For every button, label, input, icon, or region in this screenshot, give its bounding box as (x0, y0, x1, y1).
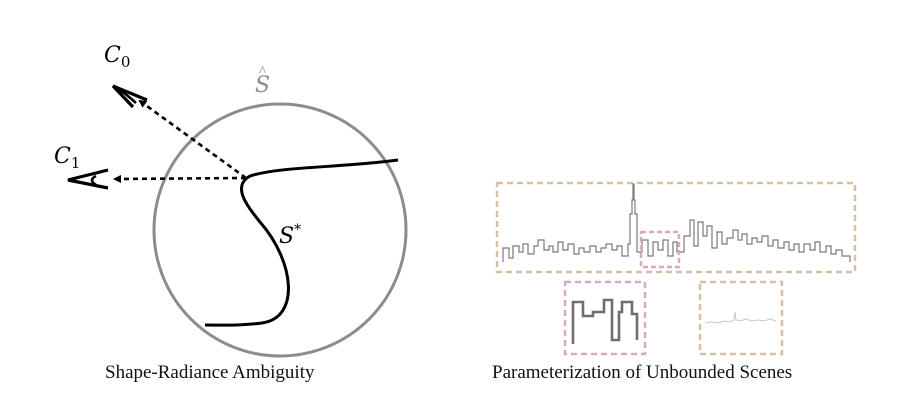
zoom-region-box (639, 230, 681, 269)
camera-c0-label: C0 (104, 43, 130, 71)
true-surface-label: S* (279, 222, 301, 249)
unbounded-scenes-diagram (495, 181, 857, 356)
surface-curve (204, 158, 399, 327)
skyline (502, 183, 851, 262)
ray-to-c0 (138, 99, 247, 180)
camera-c1-icon (67, 168, 109, 190)
far-detail-skyline (704, 311, 777, 324)
far-detail-box (698, 280, 784, 356)
sphere-s-hat (152, 102, 408, 358)
caption-unbounded-scenes: Parameterization of Unbounded Scenes (492, 362, 793, 383)
camera-c1-label: C1 (54, 144, 80, 172)
outer-scene-box (495, 181, 857, 274)
near-detail-skyline (571, 298, 639, 344)
near-detail-box (563, 280, 647, 356)
sphere-label: S (255, 73, 270, 98)
ray-to-c1 (113, 174, 247, 183)
camera-c0-icon (111, 84, 148, 109)
shape-radiance-diagram: C0 C1 ^ S S* (54, 43, 408, 358)
sphere-hat-mark: ^ (259, 64, 266, 80)
caption-shape-radiance: Shape-Radiance Ambiguity (105, 362, 315, 383)
